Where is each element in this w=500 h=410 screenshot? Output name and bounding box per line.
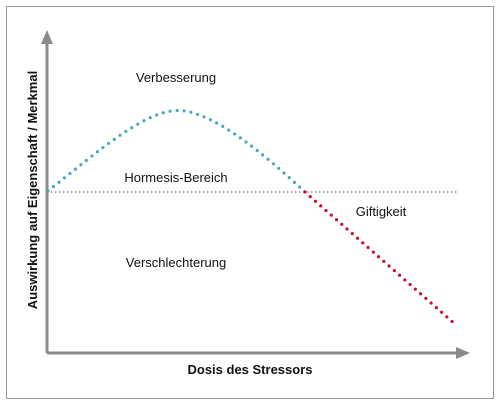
diagram-border xyxy=(7,7,494,399)
y-axis-title: Auswirkung auf Eigenschaft / Merkmal xyxy=(25,71,40,309)
region-label-improvement: Verbesserung xyxy=(136,70,216,85)
region-label-hormesis: Hormesis-Bereich xyxy=(124,170,227,185)
x-axis-arrow xyxy=(456,347,470,359)
region-label-toxicity: Giftigkeit xyxy=(356,204,407,219)
x-axis-title: Dosis des Stressors xyxy=(187,362,312,377)
region-label-deterioration: Verschlechterung xyxy=(126,255,226,270)
y-axis-arrow xyxy=(41,30,53,44)
